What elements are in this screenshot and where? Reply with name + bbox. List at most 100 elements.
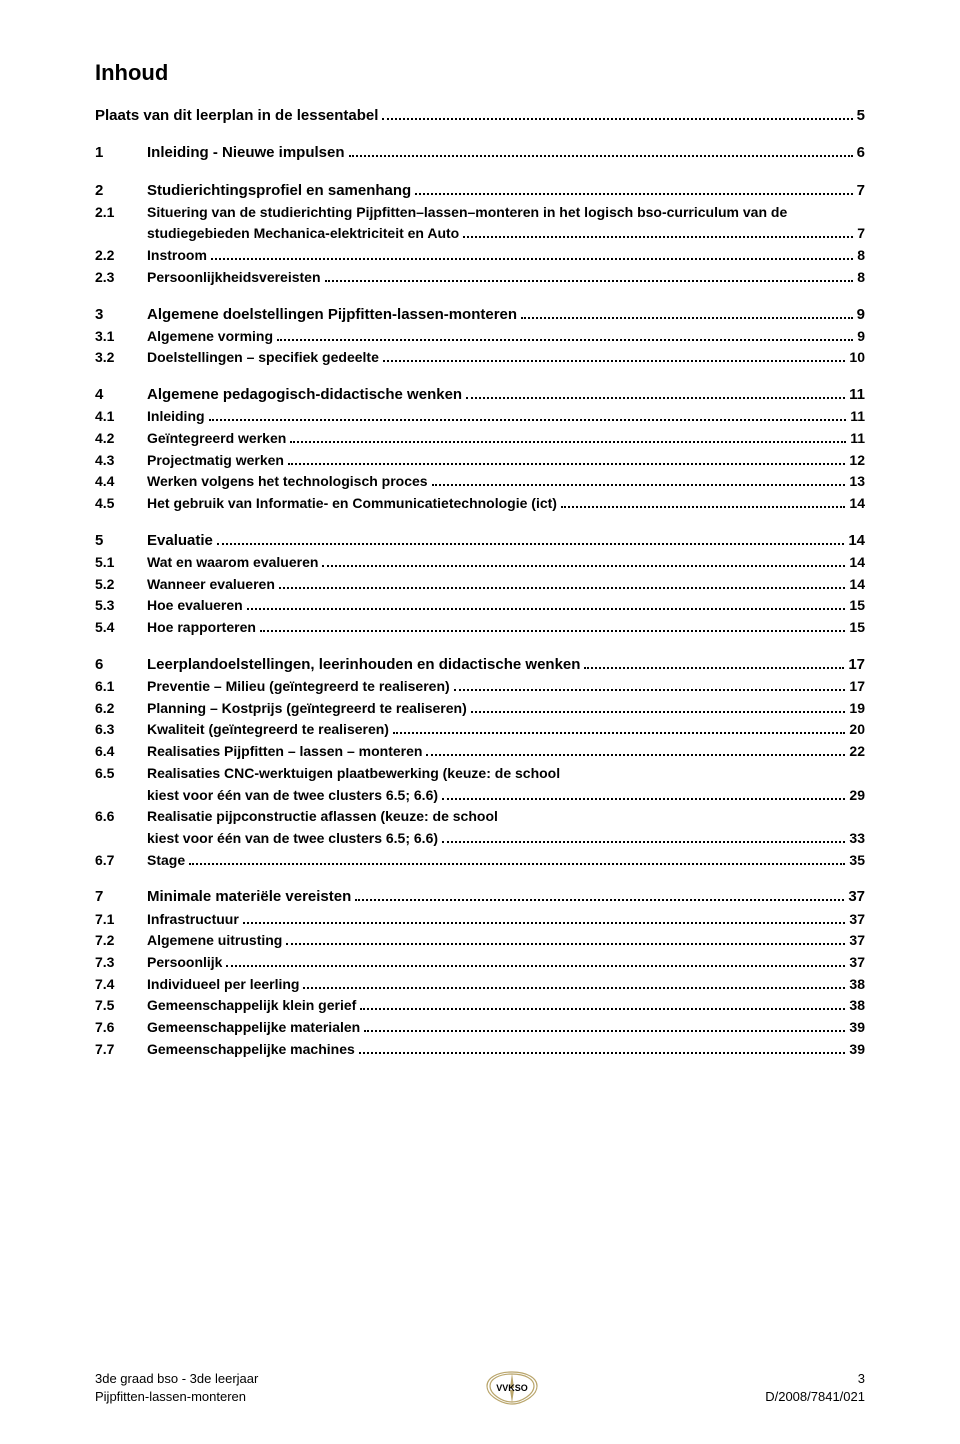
toc-entry: 6.1Preventie – Milieu (geïntegreerd te r…: [95, 676, 865, 698]
toc-leader-dots: [260, 630, 846, 632]
page-title: Inhoud: [95, 60, 865, 86]
toc-group: 2Studierichtingsprofiel en samenhang72.1…: [95, 179, 865, 289]
toc-entry-label: Plaats van dit leerplan in de lessentabe…: [95, 104, 378, 127]
toc-entry-number: 5.3: [95, 595, 147, 617]
toc-entry-label-tail: kiest voor één van de twee clusters 6.5;…: [147, 785, 438, 807]
toc-entry-page: 11: [850, 428, 865, 450]
toc-leader-dots: [584, 667, 844, 669]
toc-entry-page: 17: [849, 676, 865, 698]
toc-entry: 6.5Realisaties CNC-werktuigen plaatbewer…: [95, 763, 865, 806]
toc-leader-dots: [349, 155, 853, 157]
toc-leader-dots: [382, 118, 852, 120]
toc-entry-label: Wat en waarom evalueren: [147, 552, 318, 574]
toc-leader-dots: [211, 258, 853, 260]
toc-group: 6Leerplandoelstellingen, leerinhouden en…: [95, 653, 865, 871]
toc-leader-dots: [463, 236, 853, 238]
toc-leader-dots: [189, 863, 845, 865]
toc-entry-number: 6.7: [95, 850, 147, 872]
toc-leader-dots: [426, 754, 845, 756]
toc-leader-dots: [288, 463, 845, 465]
toc-entry: 5.2Wanneer evalueren14: [95, 574, 865, 596]
toc-entry-page: 5: [857, 104, 865, 127]
toc-entry-number: 4.5: [95, 493, 147, 515]
toc-entry-number: 4.3: [95, 450, 147, 472]
toc-leader-dots: [355, 899, 844, 901]
toc-entry: 4.1Inleiding11: [95, 406, 865, 428]
toc-entry-label: Situering van de studierichting Pijpfitt…: [147, 202, 865, 224]
footer-page-number: 3: [765, 1370, 865, 1388]
toc-entry-page: 6: [857, 141, 865, 164]
toc-entry-leader-row: kiest voor één van de twee clusters 6.5;…: [147, 828, 865, 850]
toc-entry: 4.3Projectmatig werken 12: [95, 450, 865, 472]
toc-leader-dots: [303, 987, 845, 989]
toc-entry-label: Doelstellingen – specifiek gedeelte: [147, 347, 379, 369]
toc-entry: 7.3Persoonlijk37: [95, 952, 865, 974]
toc-entry-label: Planning – Kostprijs (geïntegreerd te re…: [147, 698, 467, 720]
toc-entry-label: Gemeenschappelijk klein gerief: [147, 995, 356, 1017]
toc-entry-label: Hoe evalueren: [147, 595, 243, 617]
toc-entry-label: Evaluatie: [147, 529, 213, 552]
toc-entry-page: 19: [849, 698, 865, 720]
footer-left: 3de graad bso - 3de leerjaar Pijpfitten-…: [95, 1370, 258, 1406]
toc-leader-dots: [217, 543, 844, 545]
toc-entry-number: 4: [95, 383, 147, 406]
toc-entry-label: Algemene pedagogisch-didactische wenken: [147, 383, 462, 406]
toc-entry-number: 6.6: [95, 806, 147, 828]
toc-entry-label: Individueel per leerling: [147, 974, 299, 996]
toc-entry-page: 20: [849, 719, 865, 741]
toc-entry-page: 12: [849, 450, 865, 472]
toc-leader-dots: [286, 943, 845, 945]
toc-entry: 2.2Instroom8: [95, 245, 865, 267]
toc-entry-page: 13: [849, 471, 865, 493]
toc-entry-number: 6.2: [95, 698, 147, 720]
toc-entry-label: Werken volgens het technologisch proces: [147, 471, 428, 493]
toc-group: 1Inleiding - Nieuwe impulsen6: [95, 141, 865, 164]
toc-entry-label: Realisaties CNC-werktuigen plaatbewerkin…: [147, 763, 865, 785]
table-of-contents: Plaats van dit leerplan in de lessentabe…: [95, 104, 865, 1060]
toc-entry-number: 3.2: [95, 347, 147, 369]
toc-entry-number: 6.4: [95, 741, 147, 763]
toc-entry-page: 9: [857, 303, 865, 326]
toc-leader-dots: [415, 193, 852, 195]
toc-entry-label: Stage: [147, 850, 185, 872]
toc-entry-number: 7.7: [95, 1039, 147, 1061]
toc-entry: 5Evaluatie14: [95, 529, 865, 552]
toc-entry-content: Realisatie pijpconstructie aflassen (keu…: [147, 806, 865, 849]
toc-entry-label: Infrastructuur: [147, 909, 239, 931]
toc-entry-number: 4.4: [95, 471, 147, 493]
toc-leader-dots: [279, 587, 846, 589]
toc-entry: 2Studierichtingsprofiel en samenhang7: [95, 179, 865, 202]
toc-entry-label-tail: kiest voor één van de twee clusters 6.5;…: [147, 828, 438, 850]
toc-entry: Plaats van dit leerplan in de lessentabe…: [95, 104, 865, 127]
toc-entry-label: Wanneer evalueren: [147, 574, 275, 596]
toc-entry-label: Minimale materiële vereisten: [147, 885, 351, 908]
toc-entry: 4Algemene pedagogisch-didactische wenken…: [95, 383, 865, 406]
toc-entry-label: Projectmatig werken: [147, 450, 284, 472]
document-page: Inhoud Plaats van dit leerplan in de les…: [0, 0, 960, 1444]
toc-entry: 5.3Hoe evalueren15: [95, 595, 865, 617]
footer-logo: VVKSO: [477, 1370, 547, 1406]
toc-entry-content: Situering van de studierichting Pijpfitt…: [147, 202, 865, 245]
toc-leader-dots: [226, 965, 845, 967]
toc-leader-dots: [471, 711, 846, 713]
toc-entry: 7.7Gemeenschappelijke machines39: [95, 1039, 865, 1061]
toc-entry-number: 7.3: [95, 952, 147, 974]
toc-entry-page: 33: [849, 828, 865, 850]
toc-entry-number: 2.2: [95, 245, 147, 267]
toc-entry-number: 6: [95, 653, 147, 676]
toc-entry-page: 39: [849, 1039, 865, 1061]
toc-entry-number: 5.4: [95, 617, 147, 639]
toc-entry-page: 11: [849, 383, 865, 406]
toc-leader-dots: [454, 689, 846, 691]
toc-entry-page: 37: [849, 930, 865, 952]
toc-entry-page: 15: [849, 617, 865, 639]
toc-leader-dots: [364, 1030, 845, 1032]
toc-entry-label: Geïntegreerd werken: [147, 428, 286, 450]
toc-entry: 5.4Hoe rapporteren15: [95, 617, 865, 639]
toc-entry-number: 1: [95, 141, 147, 164]
toc-leader-dots: [442, 841, 845, 843]
toc-entry-label: Algemene uitrusting: [147, 930, 282, 952]
toc-entry-label: Inleiding: [147, 406, 205, 428]
toc-entry: 6Leerplandoelstellingen, leerinhouden en…: [95, 653, 865, 676]
toc-entry-page: 8: [857, 245, 865, 267]
